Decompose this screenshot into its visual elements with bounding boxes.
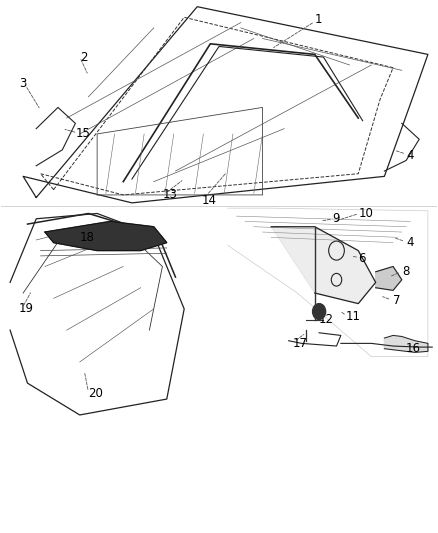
Polygon shape [385,335,428,352]
Text: 4: 4 [406,236,413,249]
Text: 16: 16 [406,342,421,355]
Text: 2: 2 [80,51,87,63]
Text: 4: 4 [406,149,413,161]
Text: 17: 17 [293,337,308,350]
Text: 18: 18 [80,231,95,244]
Text: 6: 6 [358,252,366,265]
Text: 3: 3 [19,77,26,90]
Polygon shape [45,221,167,251]
Text: 7: 7 [393,294,401,308]
Text: 11: 11 [345,310,360,324]
Text: 20: 20 [88,387,103,400]
Polygon shape [271,227,376,304]
Text: 13: 13 [162,189,177,201]
Circle shape [313,304,325,319]
Text: 12: 12 [319,313,334,326]
Text: 1: 1 [315,13,322,27]
Text: 15: 15 [75,127,90,140]
Text: 9: 9 [332,212,339,225]
Text: 10: 10 [358,207,373,220]
Text: 19: 19 [19,302,34,316]
Text: 8: 8 [402,265,409,278]
Text: 14: 14 [201,193,217,207]
Polygon shape [376,266,402,290]
